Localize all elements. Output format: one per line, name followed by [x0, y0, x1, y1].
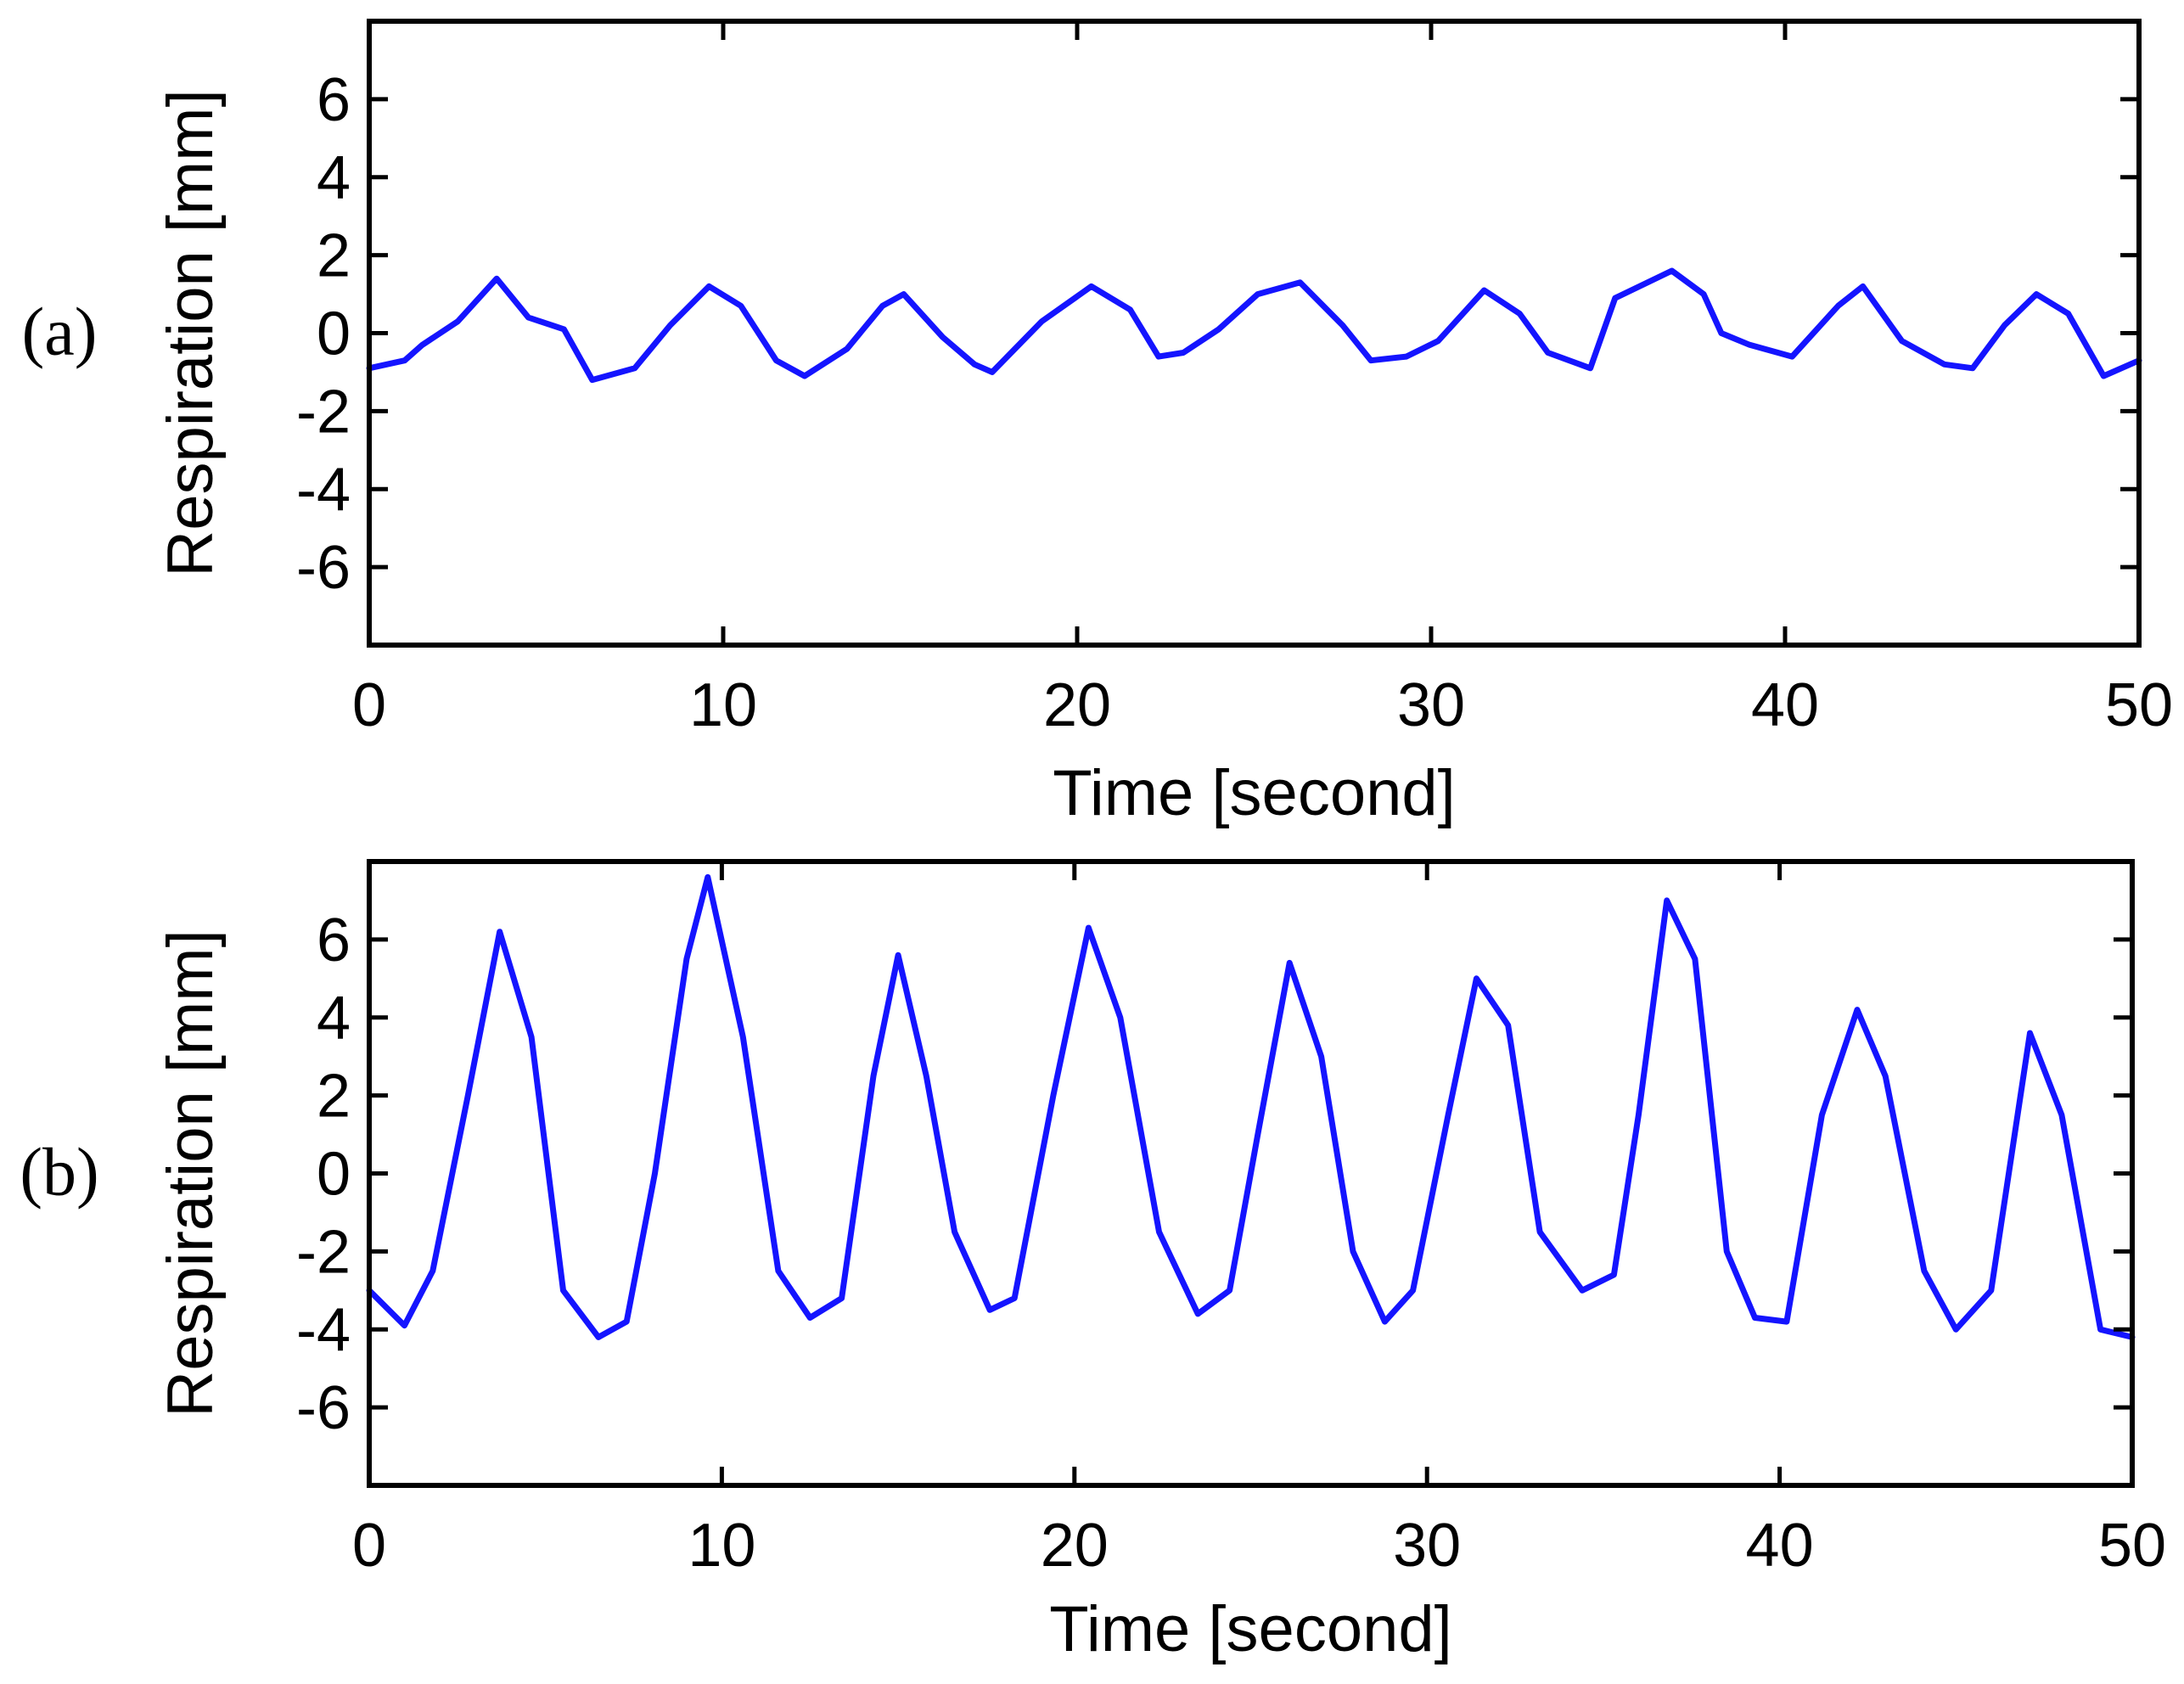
- series-line: [366, 267, 2142, 384]
- x-axis-label: Time [second]: [1049, 1593, 1451, 1665]
- y-tick-label: 6: [317, 66, 351, 134]
- y-tick-label: 4: [317, 985, 351, 1052]
- x-tick-label: 50: [2098, 1512, 2166, 1580]
- y-axis-label: Respiration [mm]: [154, 89, 227, 576]
- x-tick-label: 30: [1393, 1512, 1461, 1580]
- y-tick-label: 4: [317, 144, 351, 212]
- x-tick-label: 0: [352, 1512, 386, 1580]
- y-tick-label: -6: [296, 534, 351, 602]
- panel-label: (b): [20, 1136, 98, 1210]
- chart-panel-0: 0 10 20 30 40 50 -6 -4 -2 0 2 4 6 Time [second] Respir…: [22, 19, 2173, 829]
- y-tick-label: 0: [317, 1141, 351, 1209]
- x-tick-label: 40: [1751, 671, 1819, 739]
- plot-frame: [367, 19, 2142, 648]
- y-tick-label: -2: [296, 378, 351, 446]
- x-tick-label: 20: [1043, 671, 1111, 739]
- x-axis-label: Time [second]: [1053, 757, 1455, 829]
- chart-panel-1: 0 10 20 30 40 50 -6 -4 -2 0 2 4 6 Time [second] Respir…: [20, 859, 2166, 1665]
- x-tick-label: 50: [2105, 671, 2173, 739]
- x-tick-label: 10: [688, 1512, 755, 1580]
- y-tick-label: -2: [296, 1218, 351, 1286]
- x-tick-label: 30: [1397, 671, 1465, 739]
- y-tick-label: 0: [317, 300, 351, 368]
- y-tick-label: 2: [317, 1063, 351, 1131]
- y-tick-label: -4: [296, 1296, 351, 1364]
- x-tick-label: 10: [689, 671, 757, 739]
- y-axis-label: Respiration [mm]: [154, 929, 227, 1417]
- panel-label: (a): [22, 295, 98, 370]
- x-tick-label: 40: [1746, 1512, 1814, 1580]
- x-tick-label: 0: [352, 671, 386, 739]
- y-tick-label: -4: [296, 456, 351, 524]
- x-tick-label: 20: [1041, 1512, 1109, 1580]
- series-line: [366, 873, 2136, 1340]
- y-tick-label: -6: [296, 1374, 351, 1442]
- y-tick-label: 2: [317, 222, 351, 290]
- y-tick-label: 6: [317, 907, 351, 974]
